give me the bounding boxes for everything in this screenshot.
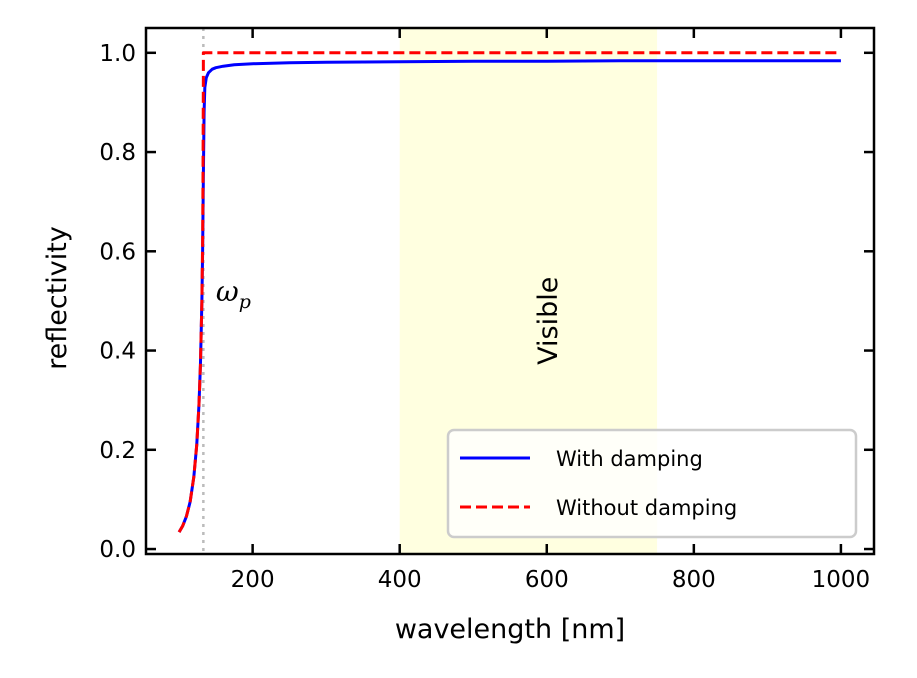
y-tick-label: 0.2 — [99, 438, 136, 464]
legend: With damping Without damping — [446, 428, 858, 539]
series-line-with-damping — [177, 59, 841, 533]
x-tick-label: 800 — [672, 567, 716, 593]
x-axis-label: wavelength [nm] — [395, 614, 625, 645]
legend-label-without-damping: Without damping — [556, 496, 737, 520]
x-tick-label: 600 — [525, 567, 569, 593]
plot-frame — [144, 26, 876, 556]
y-tick-label: 0.4 — [99, 339, 136, 365]
omega-symbol: ω — [216, 275, 239, 308]
visible-band-label: Visible — [533, 277, 564, 365]
legend-box — [446, 428, 858, 539]
y-axis-label: reflectivity — [42, 226, 73, 370]
x-tick-label: 1000 — [812, 567, 871, 593]
x-tick-label: 400 — [378, 567, 422, 593]
y-tick-label: 1.0 — [99, 41, 136, 67]
omega-subscript: p — [239, 291, 251, 313]
series-line-without-damping — [177, 51, 841, 533]
x-tick-label: 200 — [231, 567, 275, 593]
y-tick-label: 0.6 — [99, 239, 136, 265]
legend-label-with-damping: With damping — [556, 447, 703, 471]
plasma-frequency-label: ωp — [216, 275, 251, 313]
y-tick-label: 0.0 — [99, 537, 136, 563]
y-tick-label: 0.8 — [99, 140, 136, 166]
